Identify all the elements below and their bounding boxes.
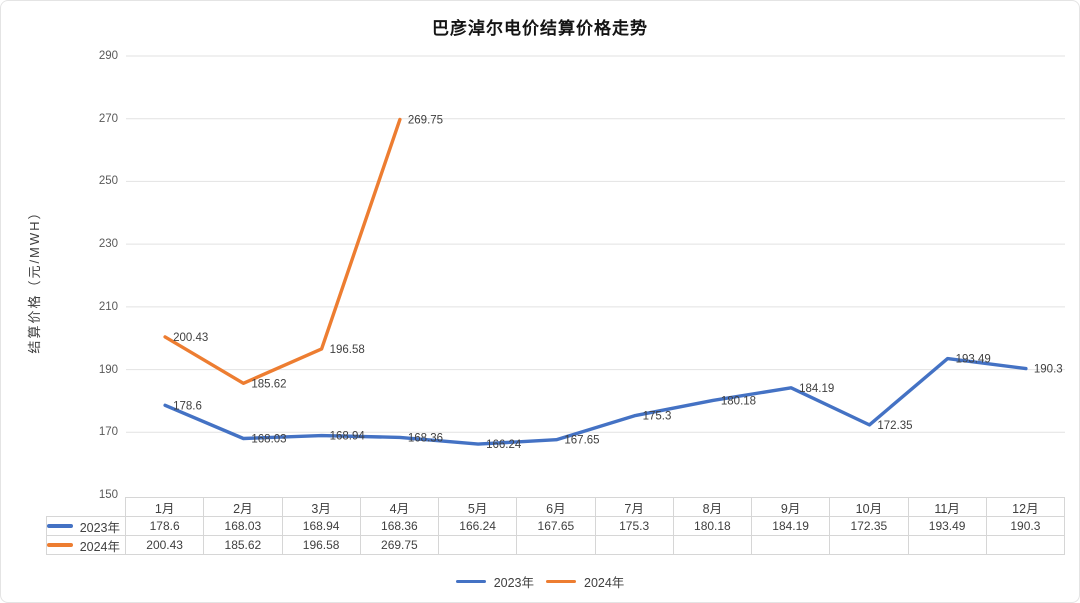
series-line-2023年 <box>163 356 1028 446</box>
table-value-2023年-1月: 178.6 <box>126 517 205 536</box>
y-tick-label-210: 210 <box>98 300 118 313</box>
table-header-4月: 4月 <box>360 497 439 517</box>
y-tick-label-150: 150 <box>98 489 118 501</box>
table-value-2024年-3月: 196.58 <box>282 536 361 555</box>
table-header-8月: 8月 <box>673 497 752 517</box>
legend: 2023年 2024年 <box>1 572 1079 591</box>
table-value-2023年-3月: 168.94 <box>282 517 361 536</box>
series-key-icon-2024年 <box>47 543 73 547</box>
legend-key-icon-2024年 <box>546 579 576 584</box>
chart-title: 巴彦淖尔电价结算价格走势 <box>432 19 648 38</box>
data-label-2023年-1月: 178.6 <box>173 400 202 412</box>
data-label-2024年-3月: 196.58 <box>330 344 365 356</box>
data-label-2023年-2月: 168.03 <box>251 434 286 446</box>
table-value-2024年-9月 <box>752 536 831 555</box>
table-value-2023年-4月: 168.36 <box>360 517 439 536</box>
y-tick-label-250: 250 <box>98 175 118 188</box>
table-value-2024年-7月 <box>595 536 674 555</box>
table-value-2024年-2月: 185.62 <box>204 536 283 555</box>
legend-label: 2024年 <box>584 576 625 590</box>
data-label-2023年-5月: 166.24 <box>486 439 522 451</box>
table-value-2024年-11月 <box>908 536 987 555</box>
table-header-6月: 6月 <box>517 497 596 517</box>
table-value-2023年-9月: 184.19 <box>752 517 831 536</box>
table-value-2024年-12月 <box>986 536 1065 555</box>
data-label-2023年-3月: 168.94 <box>330 431 366 443</box>
table-value-2024年-5月 <box>439 536 518 555</box>
table-value-2023年-10月: 172.35 <box>830 517 909 536</box>
data-table: 1月 2月 3月 4月 5月 6月 7月 8月 9月 10月 11月 12月 2023年 178.6 168… <box>46 497 1065 555</box>
table-row-label-2024年: 2024年 <box>46 536 126 555</box>
y-tick-label-290: 290 <box>98 50 118 62</box>
data-label-2023年-9月: 184.19 <box>799 383 834 395</box>
table-header-1月: 1月 <box>126 497 205 517</box>
data-label-2023年-12月: 190.3 <box>1034 364 1063 376</box>
series-key-icon-2023年 <box>47 524 73 528</box>
table-header-9月: 9月 <box>752 497 831 517</box>
series-name-label: 2023年 <box>79 520 120 535</box>
table-row-label-2023年: 2023年 <box>46 517 126 536</box>
data-label-2024年-1月: 200.43 <box>173 332 208 344</box>
table-value-2023年-2月: 168.03 <box>204 517 283 536</box>
series-name-label: 2024年 <box>79 539 120 554</box>
table-value-2024年-10月 <box>830 536 909 555</box>
data-label-2023年-7月: 175.3 <box>643 411 672 423</box>
table-value-2023年-7月: 175.3 <box>595 517 674 536</box>
legend-key-icon-2023年 <box>455 579 486 584</box>
table-value-2024年-4月: 269.75 <box>360 536 439 555</box>
table-value-2024年-6月 <box>517 536 596 555</box>
data-label-2023年-8月: 180.18 <box>721 395 756 407</box>
table-corner-cell <box>46 497 126 517</box>
table-header-7月: 7月 <box>595 497 674 517</box>
data-label-2024年-2月: 185.62 <box>251 378 286 390</box>
table-value-2023年-6月: 167.65 <box>517 517 596 536</box>
data-label-2023年-6月: 167.65 <box>564 435 599 447</box>
table-value-2023年-5月: 166.24 <box>439 517 518 536</box>
table-header-3月: 3月 <box>282 497 361 517</box>
data-label-2023年-4月: 168.36 <box>408 432 443 444</box>
table-header-2月: 2月 <box>204 497 283 517</box>
y-tick-label-230: 230 <box>98 238 118 251</box>
legend-item-2023年: 2023年 <box>455 572 534 591</box>
table-header-10月: 10月 <box>830 497 909 517</box>
table-value-2023年-8月: 180.18 <box>673 517 752 536</box>
legend-item-2024年: 2024年 <box>546 572 624 591</box>
y-tick-label-190: 190 <box>98 363 118 376</box>
series-line-2024年 <box>163 117 402 385</box>
table-value-2023年-11月: 193.49 <box>908 517 987 536</box>
legend-label: 2023年 <box>493 576 534 590</box>
y-tick-label-170: 170 <box>98 426 118 439</box>
data-label-2024年-4月: 269.75 <box>408 115 443 127</box>
data-label-2023年-10月: 172.35 <box>877 420 912 432</box>
y-tick-label-270: 270 <box>98 112 118 125</box>
data-label-2023年-11月: 193.49 <box>956 354 991 366</box>
table-value-2024年-1月: 200.43 <box>126 536 205 555</box>
table-value-2023年-12月: 190.3 <box>986 517 1065 536</box>
table-header-5月: 5月 <box>439 497 518 517</box>
table-value-2024年-8月 <box>673 536 752 555</box>
table-header-12月: 12月 <box>986 497 1065 517</box>
table-header-11月: 11月 <box>908 497 987 517</box>
